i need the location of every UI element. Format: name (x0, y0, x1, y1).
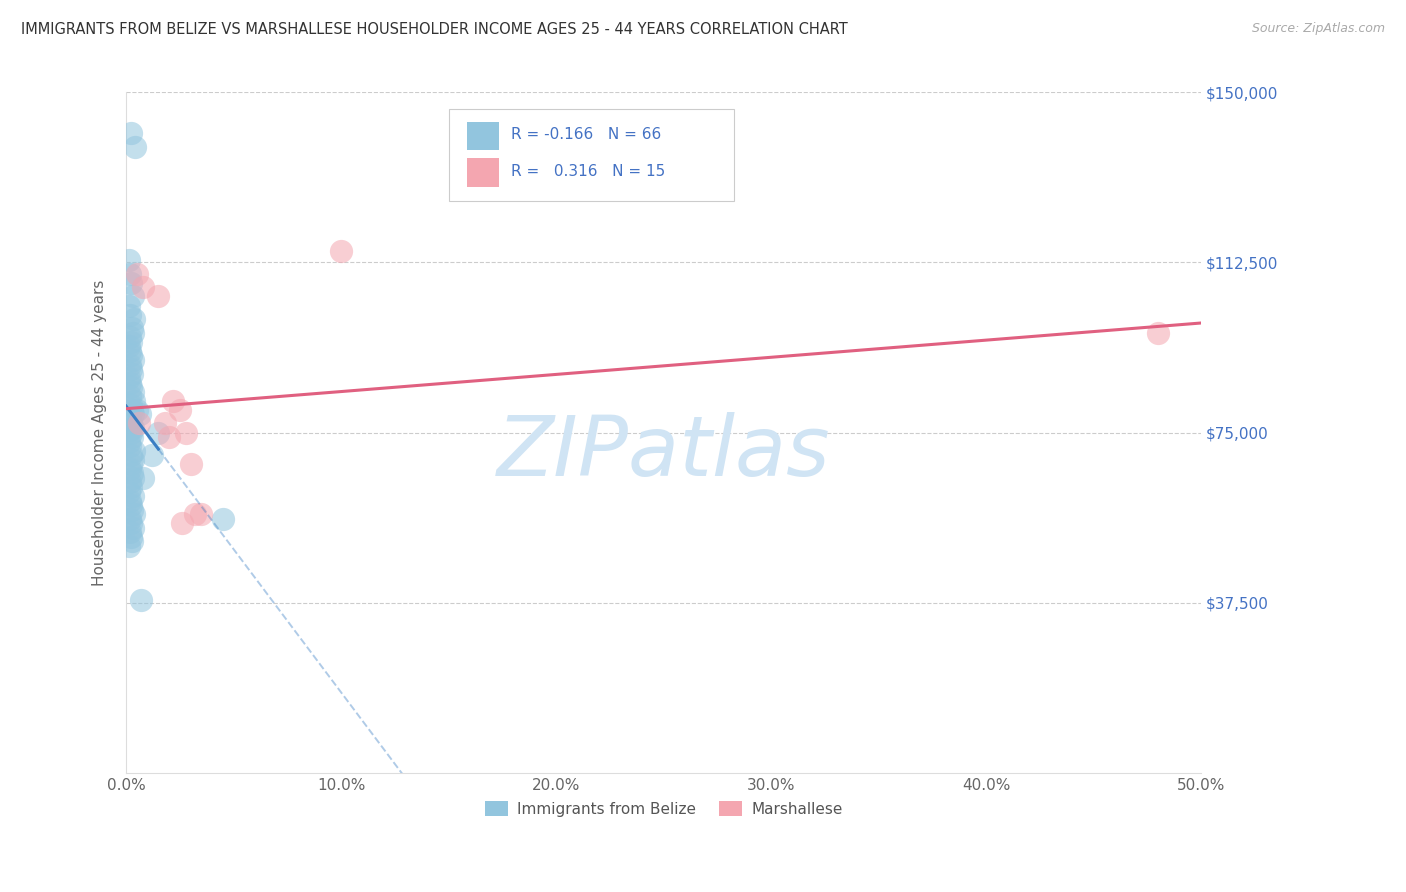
Point (120, 276, 142, 290)
Point (125, 267, 148, 281)
Bar (467, 121, 499, 150)
Point (121, 384, 143, 399)
Point (120, 530, 142, 544)
Point (120, 516, 142, 531)
Point (129, 593, 152, 607)
Point (120, 362, 142, 376)
Point (120, 498, 142, 512)
Y-axis label: Householder Income Ages 25 - 44 years: Householder Income Ages 25 - 44 years (93, 279, 107, 586)
Point (120, 480, 142, 494)
Point (122, 312, 145, 326)
Point (330, 244, 353, 259)
Point (122, 408, 145, 422)
Point (120, 425, 142, 440)
Point (129, 408, 152, 422)
Point (120, 448, 142, 462)
Point (122, 471, 145, 485)
Point (1147, 326, 1170, 340)
Point (120, 412, 142, 426)
Text: IMMIGRANTS FROM BELIZE VS MARSHALLESE HOUSEHOLDER INCOME AGES 25 - 44 YEARS CORR: IMMIGRANTS FROM BELIZE VS MARSHALLESE HO… (21, 22, 848, 37)
Point (121, 502, 143, 516)
Point (122, 443, 145, 458)
Point (121, 367, 143, 381)
Point (118, 484, 141, 499)
Point (122, 326, 145, 340)
Point (121, 489, 143, 503)
Point (121, 402, 143, 417)
Point (170, 516, 193, 531)
Point (122, 507, 145, 521)
Point (118, 299, 141, 313)
Point (120, 334, 142, 349)
Point (118, 493, 141, 508)
Point (121, 467, 143, 481)
Point (118, 423, 141, 437)
Point (118, 462, 141, 476)
Legend: Immigrants from Belize, Marshallese: Immigrants from Belize, Marshallese (479, 795, 849, 823)
Point (118, 358, 141, 372)
Point (132, 471, 155, 485)
Point (118, 525, 141, 540)
Point (118, 330, 141, 344)
Point (122, 393, 145, 408)
Point (128, 417, 150, 431)
Point (162, 393, 184, 408)
Point (121, 421, 143, 435)
Point (211, 512, 233, 526)
Point (157, 430, 180, 444)
Point (118, 389, 141, 403)
Point (120, 376, 142, 390)
Point (121, 353, 143, 368)
Point (118, 434, 141, 449)
Point (148, 425, 170, 440)
Point (120, 380, 142, 394)
Text: R =   0.316   N = 15: R = 0.316 N = 15 (510, 164, 665, 178)
Bar (467, 159, 499, 187)
Point (120, 126, 142, 140)
Point (120, 308, 142, 322)
Point (118, 253, 141, 268)
Point (190, 507, 212, 521)
Point (120, 348, 142, 362)
Text: Source: ZipAtlas.com: Source: ZipAtlas.com (1251, 22, 1385, 36)
Point (120, 439, 142, 453)
Point (121, 452, 143, 467)
Point (132, 280, 155, 294)
Point (120, 458, 142, 472)
Point (120, 475, 142, 490)
Point (120, 343, 142, 358)
Point (120, 398, 142, 412)
Point (184, 507, 207, 521)
Point (148, 289, 170, 303)
Point (121, 521, 143, 535)
Point (124, 140, 146, 154)
Point (120, 417, 142, 431)
Point (118, 539, 141, 553)
Point (120, 512, 142, 526)
Point (125, 402, 148, 417)
Point (118, 371, 141, 385)
Point (118, 267, 141, 281)
FancyBboxPatch shape (449, 110, 734, 202)
Point (121, 430, 143, 444)
Text: R = -0.166   N = 66: R = -0.166 N = 66 (510, 127, 661, 142)
Point (141, 448, 163, 462)
Point (174, 425, 197, 440)
Point (153, 417, 176, 431)
Point (121, 534, 143, 549)
Text: ZIPatlas: ZIPatlas (496, 412, 831, 493)
Point (121, 289, 143, 303)
Point (118, 339, 141, 353)
Point (180, 458, 202, 472)
Point (121, 321, 143, 335)
Point (169, 402, 191, 417)
